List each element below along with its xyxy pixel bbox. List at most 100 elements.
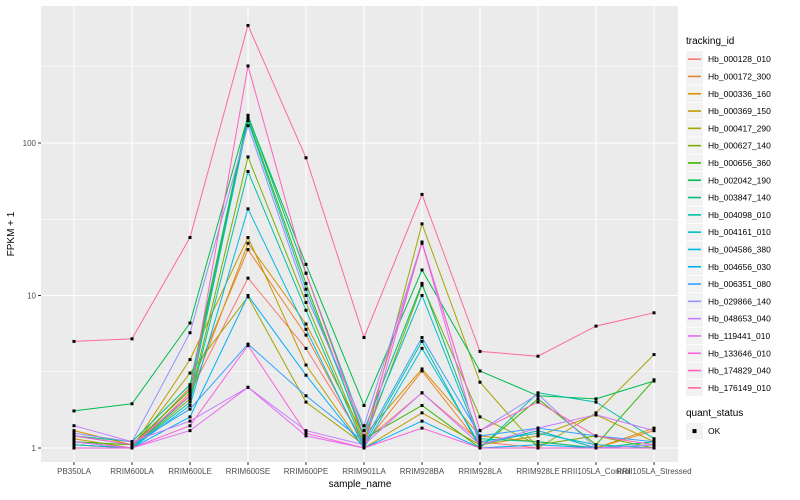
- data-point: [652, 353, 656, 357]
- data-point: [536, 392, 540, 396]
- data-point: [536, 431, 540, 435]
- data-point: [304, 434, 308, 438]
- data-point: [536, 397, 540, 401]
- data-point: [304, 346, 308, 350]
- legend-label: Hb_000172_300: [708, 72, 771, 82]
- data-point: [72, 434, 76, 438]
- tracking-legend-title: tracking_id: [686, 36, 734, 47]
- legend-label: Hb_000369_150: [708, 106, 771, 116]
- data-point: [420, 294, 424, 297]
- data-point: [594, 400, 598, 404]
- data-point: [246, 294, 250, 297]
- data-point: [246, 248, 250, 252]
- data-point: [536, 434, 540, 438]
- y-tick-label: 1: [32, 444, 37, 453]
- data-point: [478, 369, 482, 373]
- data-point: [362, 434, 366, 438]
- legend-label: Hb_003847_140: [708, 193, 771, 203]
- data-point: [188, 236, 192, 240]
- data-point: [304, 400, 308, 404]
- data-point: [420, 268, 424, 272]
- data-point: [362, 446, 366, 450]
- data-point: [246, 276, 250, 280]
- legend-label: Hb_119441_010: [708, 331, 771, 341]
- legend-label: Hb_174829_040: [708, 366, 771, 376]
- data-point: [72, 429, 76, 433]
- data-point: [478, 440, 482, 444]
- data-point: [478, 434, 482, 438]
- data-point: [362, 336, 366, 340]
- quant-legend-label: OK: [708, 426, 721, 436]
- legend-label: Hb_000627_140: [708, 141, 771, 151]
- data-point: [304, 262, 308, 266]
- data-point: [420, 426, 424, 430]
- data-point: [594, 411, 598, 415]
- data-point: [188, 415, 192, 419]
- ok-point-icon: [692, 429, 697, 434]
- data-point: [594, 413, 598, 417]
- data-point: [362, 440, 366, 444]
- quant-legend-title: quant_status: [686, 408, 743, 419]
- data-point: [246, 23, 250, 27]
- x-tick-label: RRIM600SE: [226, 467, 270, 476]
- data-point: [304, 308, 308, 312]
- legend-label: Hb_000656_360: [708, 158, 771, 168]
- data-point: [478, 380, 482, 384]
- data-point: [188, 407, 192, 411]
- data-point: [362, 424, 366, 428]
- data-point: [188, 429, 192, 433]
- legend-label: Hb_000128_010: [708, 54, 771, 64]
- x-tick-label: RRII105LA_Stressed: [616, 467, 691, 476]
- data-point: [72, 437, 76, 441]
- data-point: [246, 385, 250, 389]
- data-point: [420, 369, 424, 373]
- data-point: [420, 241, 424, 245]
- data-point: [420, 281, 424, 285]
- data-point: [536, 400, 540, 404]
- data-point: [188, 383, 192, 387]
- data-point: [652, 443, 656, 447]
- legend-label: Hb_176149_010: [708, 383, 771, 393]
- data-point: [536, 429, 540, 433]
- data-point: [420, 391, 424, 395]
- data-point: [478, 446, 482, 450]
- y-tick-label: 10: [27, 292, 36, 301]
- data-point: [304, 271, 308, 275]
- legend-label: Hb_004161_010: [708, 227, 771, 237]
- data-point: [420, 367, 424, 371]
- data-point: [188, 403, 192, 407]
- data-point: [304, 287, 308, 291]
- data-point: [188, 388, 192, 392]
- data-point: [652, 379, 656, 383]
- data-point: [188, 391, 192, 395]
- data-point: [304, 333, 308, 337]
- data-point: [594, 434, 598, 438]
- x-tick-label: RRII105LA_Control: [561, 467, 631, 476]
- legend-label: Hb_048653_040: [708, 314, 771, 324]
- data-point: [652, 446, 656, 450]
- data-point: [130, 402, 134, 406]
- data-point: [362, 429, 366, 433]
- legend-label: Hb_004586_380: [708, 245, 771, 255]
- data-point: [188, 394, 192, 398]
- data-point: [420, 336, 424, 340]
- x-tick-label: RRIM600PE: [284, 467, 328, 476]
- data-point: [72, 339, 76, 343]
- x-tick-label: PB350LA: [57, 467, 91, 476]
- data-point: [478, 349, 482, 353]
- data-point: [594, 443, 598, 447]
- data-point: [420, 192, 424, 196]
- data-point: [304, 394, 308, 398]
- data-point: [304, 300, 308, 304]
- data-point: [246, 207, 250, 211]
- legend-label: Hb_133646_010: [708, 348, 771, 358]
- data-point: [594, 446, 598, 450]
- data-point: [652, 437, 656, 441]
- x-tick-label: RRIM928LA: [458, 467, 502, 476]
- data-point: [594, 324, 598, 328]
- data-point: [130, 440, 134, 444]
- data-point: [246, 113, 250, 117]
- data-point: [246, 170, 250, 174]
- x-tick-label: RRIM600LE: [168, 467, 212, 476]
- data-point: [188, 331, 192, 335]
